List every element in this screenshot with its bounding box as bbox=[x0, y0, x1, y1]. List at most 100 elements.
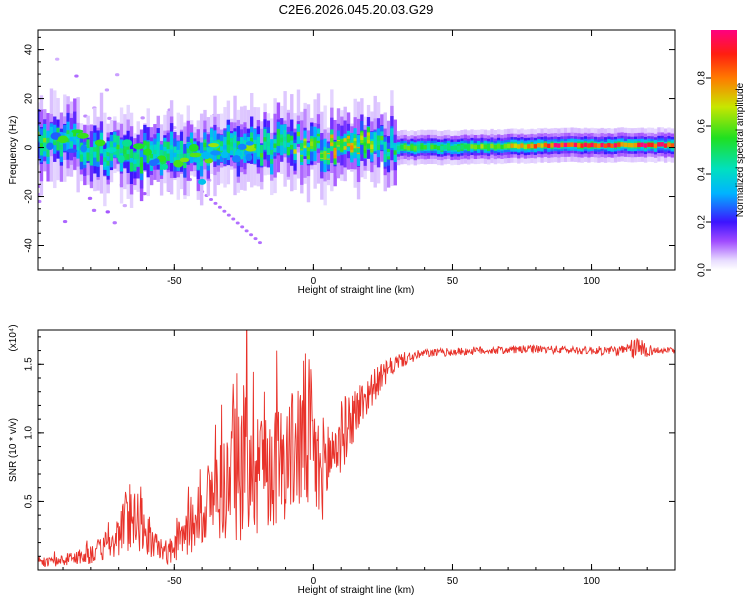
spectrogram-core bbox=[79, 150, 84, 155]
spectrogram-core bbox=[149, 153, 154, 159]
spectrogram-core bbox=[416, 145, 421, 150]
spectrogram-core bbox=[553, 142, 558, 148]
spectrogram-core bbox=[333, 150, 337, 156]
spectrogram-blob bbox=[220, 151, 229, 159]
spectrogram-core bbox=[420, 144, 424, 150]
snr-xlabel: Height of straight line (km) bbox=[298, 585, 415, 596]
spectrogram-core bbox=[430, 144, 434, 150]
spectrogram-speckle bbox=[249, 233, 254, 237]
spectrogram-ytick-label: -20 bbox=[24, 189, 35, 204]
spectrogram-core bbox=[93, 147, 97, 152]
spectrogram-core bbox=[530, 143, 534, 149]
spectrogram-core bbox=[303, 141, 307, 146]
snr-axes: -50 0 50 100 0.5 1.0 1.5 bbox=[24, 330, 676, 587]
spectrogram-core bbox=[410, 145, 414, 150]
spectrogram-core bbox=[507, 143, 511, 149]
spectrogram-core bbox=[199, 157, 204, 162]
spectrogram-core bbox=[456, 145, 461, 151]
spectrogram-core bbox=[583, 142, 588, 148]
chart-title: C2E6.2026.045.20.03.G29 bbox=[279, 2, 434, 17]
snr-series-line bbox=[38, 330, 675, 567]
spectrogram-core bbox=[560, 142, 564, 148]
spectrogram-core bbox=[300, 150, 304, 155]
spectrogram-core bbox=[657, 142, 661, 147]
spectrogram-core bbox=[256, 144, 261, 149]
spectrogram-core bbox=[390, 135, 394, 141]
spectrogram-core bbox=[363, 145, 367, 150]
spectrogram-blob bbox=[117, 155, 125, 164]
spectrogram-core bbox=[179, 149, 184, 154]
spectrogram-core bbox=[393, 150, 397, 155]
spectrogram-core bbox=[370, 144, 374, 149]
spectrogram-speckle bbox=[240, 225, 245, 229]
spectrogram-blob bbox=[46, 142, 54, 150]
spectrogram-core bbox=[293, 149, 297, 154]
spectrogram-xtick-label: 50 bbox=[447, 276, 459, 287]
spectrogram-core bbox=[356, 148, 361, 153]
spectrogram-blob bbox=[173, 159, 184, 168]
spectrogram-core bbox=[86, 148, 90, 153]
spectrogram-speckle bbox=[209, 197, 214, 201]
spectrogram-core bbox=[600, 142, 604, 148]
spectrogram-speckle bbox=[112, 221, 117, 225]
spectrogram-core bbox=[276, 135, 281, 140]
spectrogram-blob bbox=[71, 129, 84, 134]
spectrogram-ytick-label: 0 bbox=[24, 144, 35, 150]
spectrogram-core bbox=[306, 151, 311, 156]
spectrogram-core bbox=[163, 146, 167, 152]
spectrogram-core bbox=[547, 143, 551, 149]
spectrogram-core bbox=[350, 145, 354, 150]
spectrogram-blob bbox=[234, 150, 243, 157]
spectrogram-core bbox=[360, 135, 364, 140]
spectrogram-blob bbox=[57, 135, 69, 144]
spectrogram-core bbox=[453, 145, 458, 150]
spectrogram-core bbox=[627, 142, 631, 148]
spectrogram-core bbox=[406, 145, 411, 151]
spectrogram-core bbox=[286, 142, 291, 147]
spectrogram-core bbox=[156, 146, 160, 152]
spectrogram-core bbox=[467, 145, 471, 150]
spectrogram-core bbox=[83, 152, 87, 158]
spectrogram-core bbox=[446, 144, 451, 150]
snr-xtick-label: 0 bbox=[311, 576, 317, 587]
spectrogram-speckle bbox=[142, 192, 147, 196]
spectrogram-core bbox=[537, 143, 541, 148]
spectrogram-core bbox=[517, 144, 521, 149]
colorbar-label: Normalized spectral amplitude bbox=[735, 82, 746, 217]
spectrogram-core bbox=[550, 143, 554, 148]
spectrogram-core bbox=[176, 154, 180, 159]
snr-ytick-label: 1.0 bbox=[24, 425, 35, 439]
spectrogram-speckle bbox=[140, 116, 145, 120]
spectrogram-core bbox=[580, 143, 584, 148]
spectrogram-speckle bbox=[235, 221, 240, 225]
spectrogram-core bbox=[493, 144, 498, 150]
spectrogram-core bbox=[280, 137, 284, 143]
spectrogram-core bbox=[59, 144, 64, 150]
spectrogram-core bbox=[166, 149, 170, 154]
spectrogram-core bbox=[340, 143, 344, 148]
spectrogram-core bbox=[253, 144, 257, 149]
spectrogram-core bbox=[670, 143, 675, 148]
colorbar-tick-label: 0.2 bbox=[697, 215, 708, 229]
spectrogram-core bbox=[353, 141, 357, 146]
spectrogram-core bbox=[103, 157, 107, 162]
snr-frame bbox=[37, 329, 676, 571]
spectrogram-core bbox=[283, 136, 287, 142]
spectrogram-core bbox=[153, 149, 157, 155]
spectrogram-core bbox=[487, 145, 491, 150]
spectrogram-speckle bbox=[231, 217, 236, 221]
spectrogram-core bbox=[557, 143, 561, 148]
spectrogram-core bbox=[523, 144, 528, 149]
spectrogram-core bbox=[513, 143, 518, 148]
spectrogram-core bbox=[96, 151, 100, 156]
spectrogram-core bbox=[250, 137, 254, 143]
spectrogram-marks bbox=[38, 57, 675, 245]
spectrogram-blob bbox=[201, 151, 211, 160]
spectrogram-blob bbox=[80, 144, 88, 153]
spectrogram-core bbox=[386, 151, 391, 157]
spectrogram-speckle bbox=[257, 241, 262, 245]
spectrogram-core bbox=[450, 145, 454, 151]
snr-marks bbox=[38, 330, 675, 567]
spectrogram-xtick-label: 100 bbox=[583, 276, 600, 287]
spectrogram-core bbox=[320, 153, 324, 158]
